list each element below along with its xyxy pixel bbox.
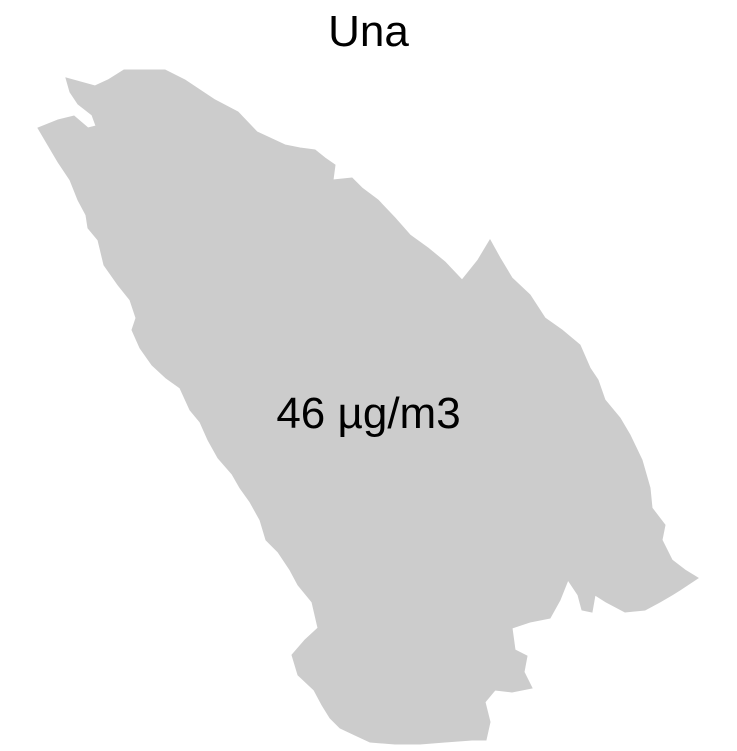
map-title: Una bbox=[328, 7, 409, 56]
value-label: 46 µg/m3 bbox=[276, 389, 461, 438]
region-shape bbox=[37, 69, 699, 745]
